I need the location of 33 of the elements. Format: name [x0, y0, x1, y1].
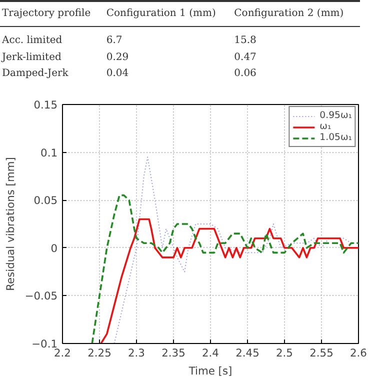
x-tick-label: 2.45 — [236, 346, 260, 360]
y-tick-label: 0.15 — [34, 98, 58, 112]
line-series — [100, 218, 358, 344]
text: 0.06 — [233, 66, 258, 81]
text: 15.8 — [233, 34, 258, 48]
text: Jerk-limited — [0, 50, 62, 65]
y-tick-label: −0.05 — [24, 290, 58, 303]
x-tick-label: 2.5 — [276, 346, 293, 360]
text: Configuration 2 (mm) — [232, 1, 360, 27]
x-tick-label: 2.25 — [88, 346, 112, 360]
x-tick-label: 2.4 — [202, 346, 220, 360]
text: 6.7 — [105, 34, 124, 48]
line-series — [91, 194, 358, 344]
y-axis-title: Residual vibrations [mm] — [4, 157, 17, 291]
legend-label: ω₁ — [320, 121, 332, 132]
text: Configuration 1 (mm) — [104, 1, 232, 27]
legend-label: 1.05ω₁ — [320, 132, 352, 143]
x-axis-title: Time [s] — [188, 364, 232, 378]
y-tick-label: 0 — [50, 242, 58, 255]
text: 0.04 — [105, 66, 130, 81]
x-tick-label: 2.55 — [310, 346, 334, 360]
text: Acc. limited — [1, 34, 64, 48]
legend-label: 0.95ω₁ — [320, 110, 352, 121]
y-tick-label: 0.05 — [34, 194, 58, 208]
x-tick-label: 2.35 — [162, 346, 186, 360]
text: 0.29 — [105, 50, 130, 65]
text: Damped-Jerk — [1, 66, 70, 81]
text: Trajectory profile — [0, 1, 104, 27]
x-tick-label: 2.6 — [350, 346, 368, 360]
y-tick-label: 0.1 — [40, 146, 58, 160]
text: 0.47 — [233, 50, 258, 65]
x-tick-label: 2.3 — [128, 346, 145, 360]
line-series — [114, 156, 358, 344]
